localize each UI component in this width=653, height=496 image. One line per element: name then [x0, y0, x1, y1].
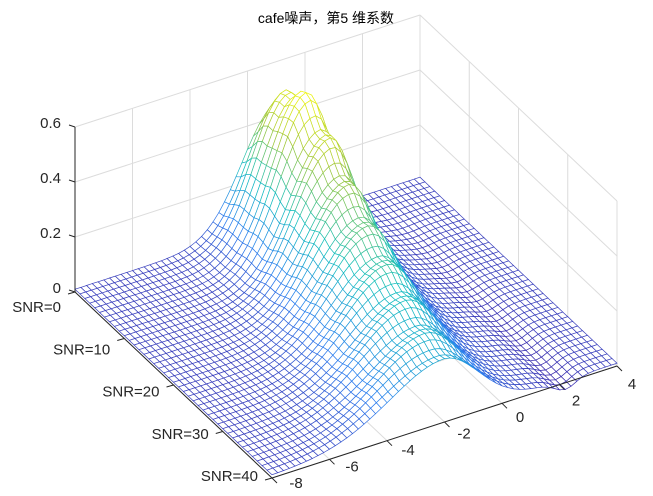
x-tick: [501, 402, 508, 409]
x-tick: [559, 384, 565, 391]
mesh-cell: [266, 467, 279, 476]
grid-line: [74, 69, 421, 183]
grid-line: [74, 14, 421, 128]
y-tick-label: SNR=40: [201, 468, 258, 485]
x-tick: [386, 440, 393, 447]
y-tick: [67, 291, 76, 295]
grid-line: [419, 69, 618, 257]
chart-title: cafe噪声，第5 维系数: [258, 10, 394, 26]
axes: [67, 124, 623, 484]
z-tick-label: 0.6: [40, 115, 61, 132]
grid-line: [419, 124, 618, 312]
x-tick-label: -4: [401, 442, 414, 459]
x-tick-label: -2: [457, 426, 470, 443]
z-tick: [68, 234, 76, 238]
y-tick: [215, 431, 223, 434]
y-tick-label: SNR=30: [152, 426, 209, 443]
y-tick: [166, 384, 174, 388]
x-tick-label: 2: [572, 393, 580, 410]
x-tick: [444, 421, 450, 428]
x-tick-label: 0: [516, 409, 524, 426]
y-tick-label: SNR=0: [12, 299, 61, 316]
x-tick: [329, 458, 335, 465]
x-tick-label: -6: [345, 459, 358, 476]
z-tick-label: 0.4: [40, 170, 61, 187]
x-tick: [271, 477, 278, 484]
y-tick: [264, 477, 273, 481]
z-tick: [68, 289, 76, 293]
z-tick-label: 0.2: [40, 225, 61, 242]
z-tick: [68, 179, 76, 183]
grid-line: [419, 14, 618, 202]
y-tick-label: SNR=10: [53, 341, 110, 358]
z-tick: [68, 124, 76, 128]
x-tick-label: 4: [628, 376, 636, 393]
x-tick-label: -8: [289, 475, 302, 492]
tick-labels: 0 0.2 0.4 0.6 SNR=0 SNR=10 SNR=20 SNR=30 SNR=40 -…: [12, 115, 636, 492]
x-tick: [616, 365, 623, 372]
z-tick-label: 0: [53, 280, 61, 297]
y-tick: [117, 338, 125, 341]
mesh-surface: [74, 89, 618, 476]
y-tick-label: SNR=20: [102, 384, 159, 401]
